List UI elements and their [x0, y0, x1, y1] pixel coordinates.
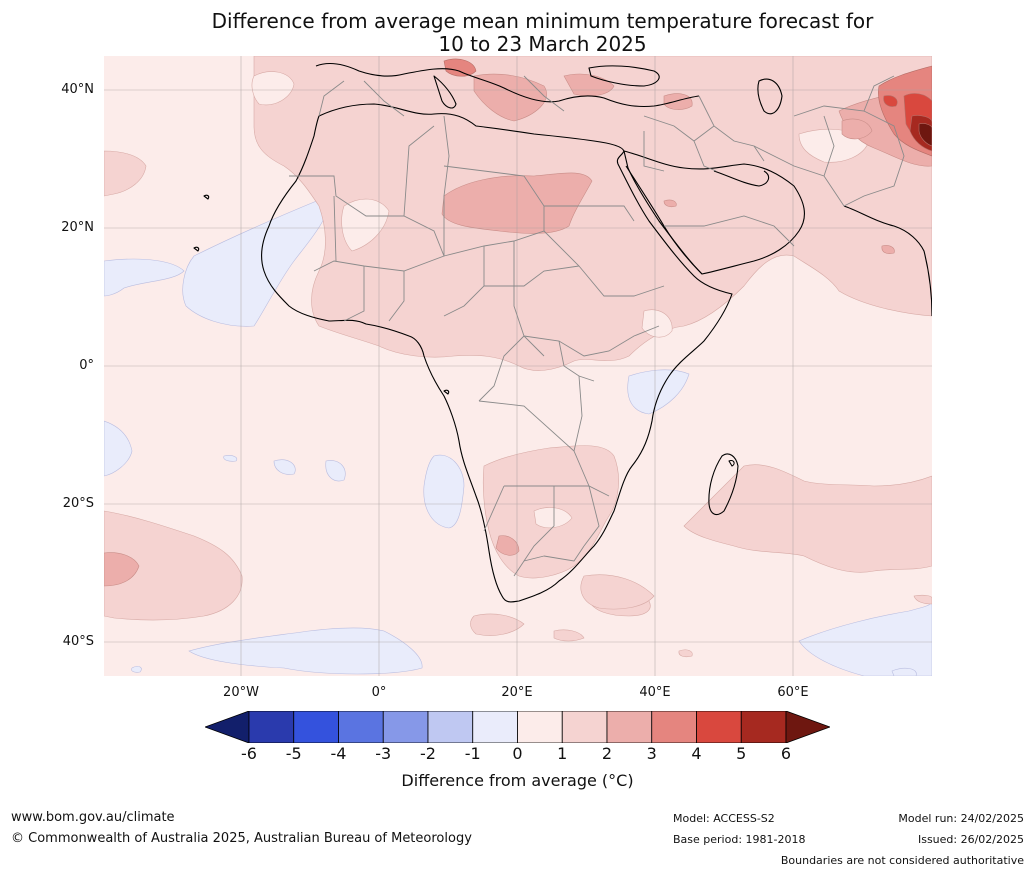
colorbar-tick-label: 4: [691, 744, 702, 763]
colorbar-segment: [517, 711, 563, 743]
lon-label-20e: 20°E: [501, 685, 533, 700]
colorbar-tick-label: 5: [736, 744, 747, 763]
colorbar-segment: [606, 711, 653, 743]
colorbar-tick-label: -4: [330, 744, 347, 763]
colorbar-tick-label: -2: [420, 744, 436, 763]
colorbar-tick-label: 3: [646, 744, 657, 763]
colorbar-tick-label: -1: [464, 744, 481, 763]
lat-label-40s: 40°S: [62, 634, 94, 649]
lat-label-0: 0°: [79, 358, 94, 373]
lat-label-20n: 20°N: [61, 220, 94, 235]
footer-website: www.bom.gov.au/climate: [11, 810, 175, 825]
colorbar-segment: [338, 711, 384, 743]
lat-label-20s: 20°S: [62, 496, 94, 511]
coastlines: [193, 62, 932, 603]
chart-title: Difference from average mean minimum tem…: [0, 10, 1035, 56]
colorbar-tick-label: -3: [375, 744, 392, 763]
lat-label-40n: 40°N: [61, 82, 94, 97]
title-line-1: Difference from average mean minimum tem…: [211, 9, 874, 33]
colorbar-segment: [427, 711, 474, 743]
colorbar-label: Difference from average (°C): [401, 771, 634, 790]
colorbar-segment: [696, 711, 742, 743]
colorbar-tick-label: 0: [512, 744, 523, 763]
lon-label-60e: 60°E: [777, 685, 809, 700]
lon-label-0: 0°: [371, 685, 387, 700]
footer-disclaimer: Boundaries are not considered authoritat…: [780, 854, 1024, 867]
country-borders: [289, 75, 905, 577]
title-line-2: 10 to 23 March 2025: [438, 32, 647, 56]
footer-model-run: Model run: 24/02/2025: [898, 812, 1024, 825]
gridlines: [104, 56, 932, 676]
lon-label-40e: 40°E: [639, 685, 671, 700]
colorbar-extend-low: [205, 711, 250, 743]
lon-label-20w: 20°W: [223, 685, 259, 700]
anomaly-warm-3-plus: [443, 58, 932, 157]
forecast-map: [104, 56, 932, 676]
colorbar-tick-label: 6: [780, 744, 792, 763]
colorbar-segment: [472, 711, 518, 743]
footer-base-period: Base period: 1981-2018: [673, 833, 806, 846]
colorbar-tick-label: 1: [557, 744, 568, 763]
footer-model: Model: ACCESS-S2: [673, 812, 775, 825]
footer-copyright: © Commonwealth of Australia 2025, Austra…: [11, 831, 472, 846]
colorbar-tick-label: -6: [241, 744, 257, 763]
anomaly-pale-holes: [251, 71, 870, 529]
colorbar-segment: [651, 711, 697, 743]
colorbar-tick-label: -5: [285, 744, 302, 763]
colorbar-tick-label: 2: [601, 744, 613, 763]
colorbar-segment: [248, 711, 295, 743]
colorbar-segment: [382, 711, 429, 743]
footer-issued: Issued: 26/02/2025: [917, 833, 1024, 846]
colorbar-segment: [293, 711, 339, 743]
colorbar-extend-high: [785, 711, 830, 743]
colorbar: [205, 711, 830, 743]
colorbar-segment: [561, 711, 608, 743]
colorbar-segment: [740, 711, 787, 743]
